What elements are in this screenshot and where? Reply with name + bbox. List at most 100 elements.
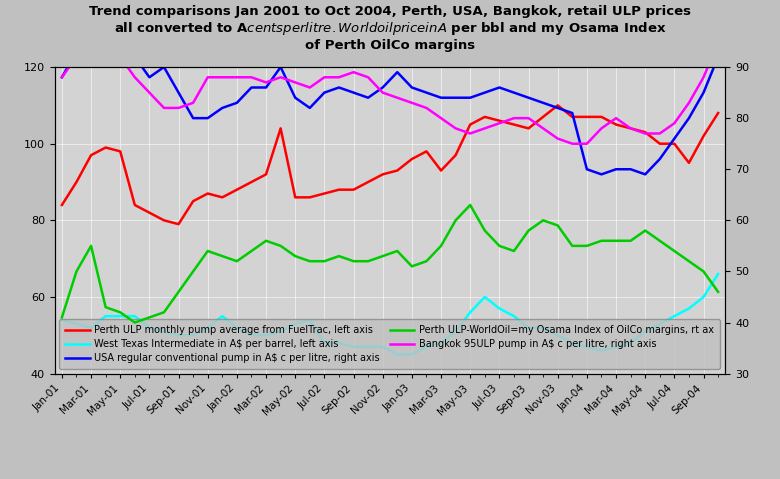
USA regular conventional pump in A$ c per litre, right axis [130,54,140,60]
Perth ULP-WorldOil=my Osama Index of OilCo margins, rt ax [436,243,445,249]
West Texas Intermediate in A$ per barrel, left axis [392,352,402,357]
Perth ULP monthly pump average from FuelTrac, left axis [640,129,650,135]
West Texas Intermediate in A$ per barrel, left axis [714,271,723,277]
Perth ULP monthly pump average from FuelTrac, left axis [670,141,679,147]
USA regular conventional pump in A$ c per litre, right axis [378,85,388,91]
Perth ULP-WorldOil=my Osama Index of OilCo margins, rt ax [145,315,154,320]
West Texas Intermediate in A$ per barrel, left axis [174,332,183,338]
Perth ULP monthly pump average from FuelTrac, left axis [378,171,388,177]
West Texas Intermediate in A$ per barrel, left axis [524,325,534,331]
Perth ULP-WorldOil=my Osama Index of OilCo margins, rt ax [392,248,402,254]
Perth ULP-WorldOil=my Osama Index of OilCo margins, rt ax [509,248,519,254]
USA regular conventional pump in A$ c per litre, right axis [72,49,81,55]
West Texas Intermediate in A$ per barrel, left axis [363,344,373,350]
Perth ULP monthly pump average from FuelTrac, left axis [597,114,606,120]
Perth ULP-WorldOil=my Osama Index of OilCo margins, rt ax [407,263,417,269]
Perth ULP monthly pump average from FuelTrac, left axis [87,152,96,158]
Bangkok 95ULP pump in A$ c per litre, right axis [290,80,300,85]
Perth ULP-WorldOil=my Osama Index of OilCo margins, rt ax [626,238,635,244]
Bangkok 95ULP pump in A$ c per litre, right axis [655,131,665,137]
West Texas Intermediate in A$ per barrel, left axis [261,332,271,338]
USA regular conventional pump in A$ c per litre, right axis [203,115,212,121]
Perth ULP-WorldOil=my Osama Index of OilCo margins, rt ax [203,248,212,254]
USA regular conventional pump in A$ c per litre, right axis [626,166,635,172]
West Texas Intermediate in A$ per barrel, left axis [203,325,212,331]
USA regular conventional pump in A$ c per litre, right axis [159,64,168,70]
Perth ULP monthly pump average from FuelTrac, left axis [145,210,154,216]
Bangkok 95ULP pump in A$ c per litre, right axis [189,100,198,106]
USA regular conventional pump in A$ c per litre, right axis [480,90,490,95]
USA regular conventional pump in A$ c per litre, right axis [320,90,329,95]
Bangkok 95ULP pump in A$ c per litre, right axis [130,74,140,80]
Perth ULP-WorldOil=my Osama Index of OilCo margins, rt ax [189,269,198,274]
USA regular conventional pump in A$ c per litre, right axis [290,95,300,101]
West Texas Intermediate in A$ per barrel, left axis [159,329,168,334]
Perth ULP monthly pump average from FuelTrac, left axis [189,198,198,204]
West Texas Intermediate in A$ per barrel, left axis [612,344,621,350]
Bangkok 95ULP pump in A$ c per litre, right axis [392,95,402,101]
USA regular conventional pump in A$ c per litre, right axis [495,85,504,91]
Perth ULP monthly pump average from FuelTrac, left axis [524,125,534,131]
Bangkok 95ULP pump in A$ c per litre, right axis [612,115,621,121]
Perth ULP-WorldOil=my Osama Index of OilCo margins, rt ax [159,309,168,315]
Perth ULP-WorldOil=my Osama Index of OilCo margins, rt ax [72,269,81,274]
Bangkok 95ULP pump in A$ c per litre, right axis [714,39,723,45]
USA regular conventional pump in A$ c per litre, right axis [335,85,344,91]
West Texas Intermediate in A$ per barrel, left axis [582,344,591,350]
Perth ULP-WorldOil=my Osama Index of OilCo margins, rt ax [87,243,96,249]
Perth ULP-WorldOil=my Osama Index of OilCo margins, rt ax [232,258,242,264]
Perth ULP-WorldOil=my Osama Index of OilCo margins, rt ax [349,258,358,264]
Perth ULP-WorldOil=my Osama Index of OilCo margins, rt ax [684,258,693,264]
Bangkok 95ULP pump in A$ c per litre, right axis [335,74,344,80]
Perth ULP monthly pump average from FuelTrac, left axis [203,191,212,196]
Bangkok 95ULP pump in A$ c per litre, right axis [597,125,606,131]
USA regular conventional pump in A$ c per litre, right axis [349,90,358,95]
Bangkok 95ULP pump in A$ c per litre, right axis [320,74,329,80]
USA regular conventional pump in A$ c per litre, right axis [363,95,373,101]
Perth ULP-WorldOil=my Osama Index of OilCo margins, rt ax [714,289,723,295]
Line: USA regular conventional pump in A$ c per litre, right axis: USA regular conventional pump in A$ c pe… [62,0,718,174]
West Texas Intermediate in A$ per barrel, left axis [509,313,519,319]
Perth ULP-WorldOil=my Osama Index of OilCo margins, rt ax [218,253,227,259]
Perth ULP monthly pump average from FuelTrac, left axis [218,194,227,200]
Bangkok 95ULP pump in A$ c per litre, right axis [480,125,490,131]
Perth ULP-WorldOil=my Osama Index of OilCo margins, rt ax [480,228,490,233]
West Texas Intermediate in A$ per barrel, left axis [684,306,693,311]
Line: West Texas Intermediate in A$ per barrel, left axis: West Texas Intermediate in A$ per barrel… [62,274,718,354]
Perth ULP monthly pump average from FuelTrac, left axis [655,141,665,147]
Bangkok 95ULP pump in A$ c per litre, right axis [87,44,96,49]
Bangkok 95ULP pump in A$ c per litre, right axis [670,120,679,126]
Perth ULP monthly pump average from FuelTrac, left axis [495,118,504,124]
Perth ULP monthly pump average from FuelTrac, left axis [509,122,519,127]
Perth ULP monthly pump average from FuelTrac, left axis [553,103,562,108]
USA regular conventional pump in A$ c per litre, right axis [407,85,417,91]
USA regular conventional pump in A$ c per litre, right axis [276,64,285,70]
Bangkok 95ULP pump in A$ c per litre, right axis [436,115,445,121]
Perth ULP-WorldOil=my Osama Index of OilCo margins, rt ax [261,238,271,244]
Bangkok 95ULP pump in A$ c per litre, right axis [626,125,635,131]
Perth ULP monthly pump average from FuelTrac, left axis [57,202,66,208]
USA regular conventional pump in A$ c per litre, right axis [451,95,460,101]
Bangkok 95ULP pump in A$ c per litre, right axis [524,115,534,121]
Bangkok 95ULP pump in A$ c per litre, right axis [684,100,693,106]
Perth ULP-WorldOil=my Osama Index of OilCo margins, rt ax [422,258,431,264]
Bangkok 95ULP pump in A$ c per litre, right axis [538,125,548,131]
Bangkok 95ULP pump in A$ c per litre, right axis [246,74,256,80]
Perth ULP monthly pump average from FuelTrac, left axis [714,110,723,116]
West Texas Intermediate in A$ per barrel, left axis [335,340,344,346]
USA regular conventional pump in A$ c per litre, right axis [189,115,198,121]
Perth ULP monthly pump average from FuelTrac, left axis [174,221,183,227]
USA regular conventional pump in A$ c per litre, right axis [466,95,475,101]
Perth ULP-WorldOil=my Osama Index of OilCo margins, rt ax [115,309,125,315]
Bangkok 95ULP pump in A$ c per litre, right axis [145,90,154,95]
Perth ULP-WorldOil=my Osama Index of OilCo margins, rt ax [597,238,606,244]
West Texas Intermediate in A$ per barrel, left axis [436,340,445,346]
Perth ULP monthly pump average from FuelTrac, left axis [466,122,475,127]
Perth ULP-WorldOil=my Osama Index of OilCo margins, rt ax [582,243,591,249]
West Texas Intermediate in A$ per barrel, left axis [145,325,154,331]
West Texas Intermediate in A$ per barrel, left axis [495,306,504,311]
West Texas Intermediate in A$ per barrel, left axis [115,313,125,319]
Perth ULP monthly pump average from FuelTrac, left axis [451,152,460,158]
Perth ULP-WorldOil=my Osama Index of OilCo margins, rt ax [335,253,344,259]
Perth ULP monthly pump average from FuelTrac, left axis [349,187,358,193]
